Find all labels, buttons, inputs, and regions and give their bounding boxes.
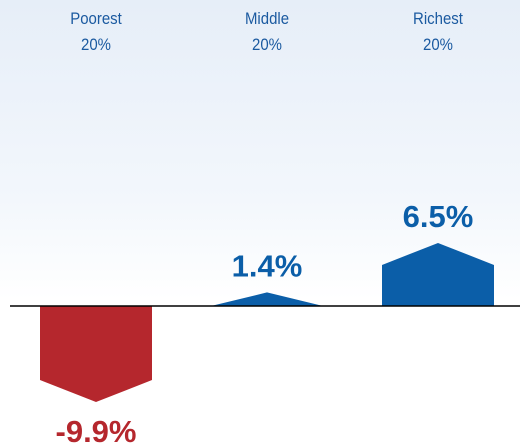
category-label: Richest 20% [413,9,463,54]
bar [211,292,323,306]
category-label: Poorest 20% [70,9,122,54]
value-label: 6.5% [403,199,474,234]
bar [382,242,494,306]
value-label: -9.9% [56,414,137,447]
bar [40,306,152,403]
category-label: Middle 20% [244,9,290,54]
value-label: 1.4% [232,249,303,284]
